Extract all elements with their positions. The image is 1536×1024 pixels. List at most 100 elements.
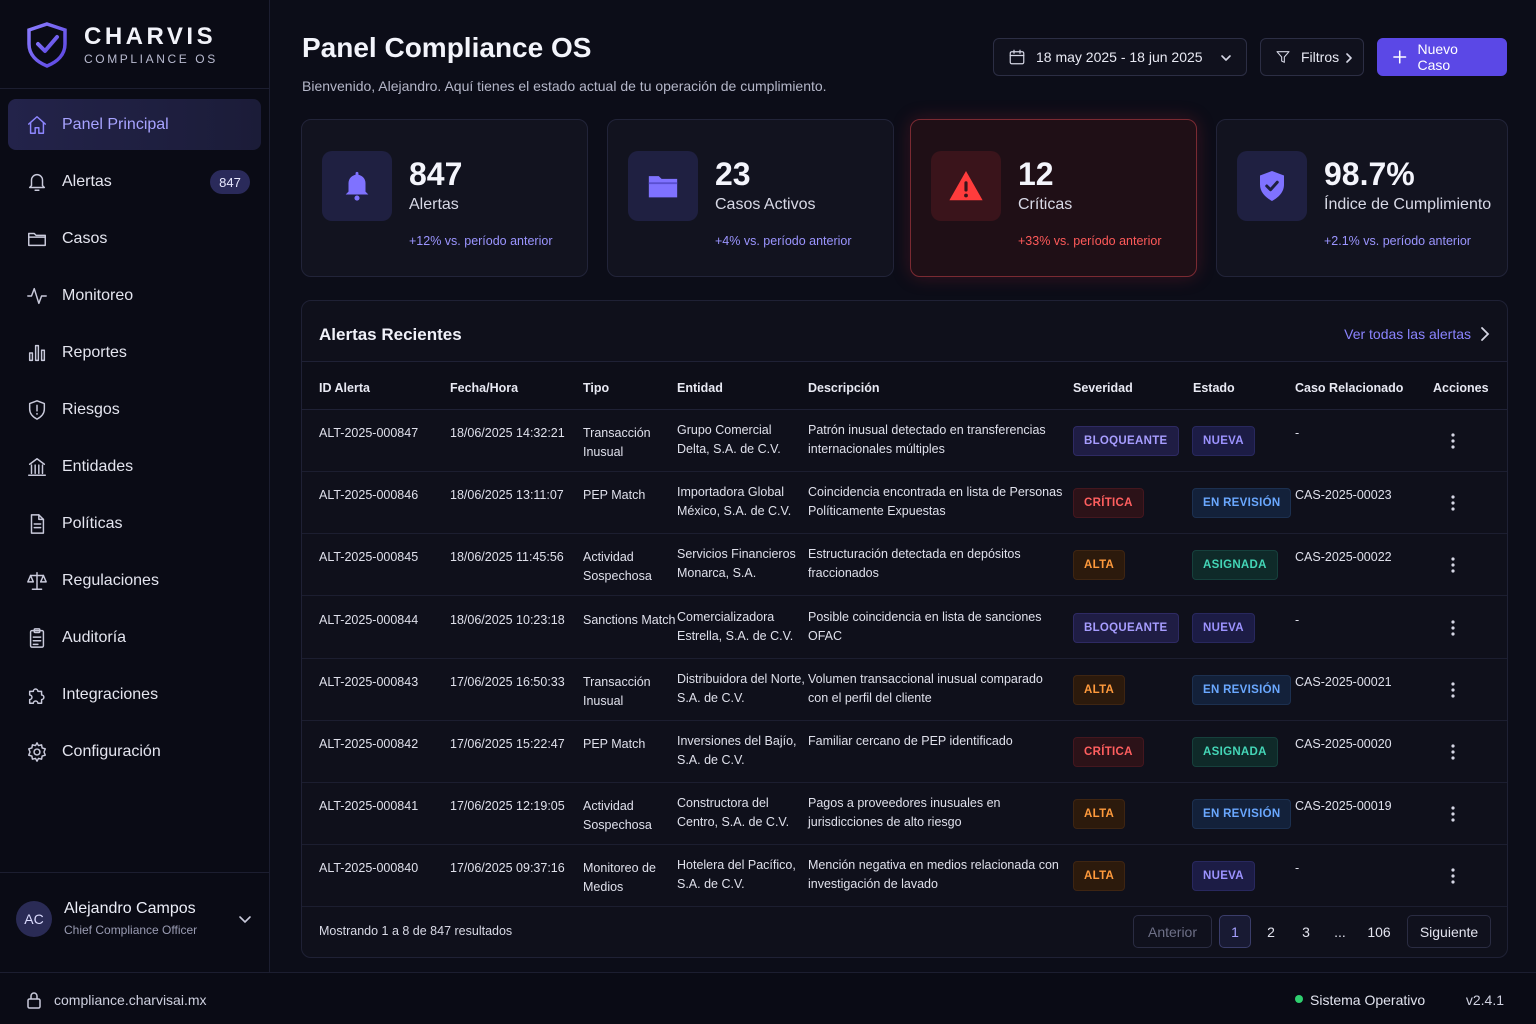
- related-case[interactable]: CAS-2025-00020: [1295, 737, 1392, 751]
- sidebar-item-reportes[interactable]: Reportes: [8, 327, 261, 378]
- stat-card-criticas[interactable]: 12 Críticas +33% vs. período anterior: [910, 119, 1197, 277]
- more-vertical-icon[interactable]: [1441, 681, 1465, 699]
- table-row[interactable]: ALT-2025-000846 18/06/2025 13:11:07 PEP Ma…: [302, 472, 1507, 535]
- stat-icon-wrap: [1237, 151, 1307, 221]
- view-all-alerts-link[interactable]: Ver todas las alertas: [1344, 326, 1471, 342]
- sidebar-item-label: Configuración: [62, 742, 161, 760]
- table-row[interactable]: ALT-2025-000845 18/06/2025 11:45:56 Activi…: [302, 534, 1507, 597]
- column-header[interactable]: Fecha/Hora: [450, 381, 519, 395]
- status-badge: NUEVA: [1192, 612, 1255, 643]
- more-vertical-icon[interactable]: [1441, 805, 1465, 823]
- severity-badge: CRÍTICA: [1073, 488, 1144, 519]
- date-range-picker[interactable]: 18 may 2025 - 18 jun 2025: [993, 38, 1247, 76]
- alert-id[interactable]: ALT-2025-000845: [319, 550, 419, 565]
- sidebar-item-label: Políticas: [62, 514, 123, 532]
- related-case[interactable]: -: [1295, 612, 1300, 627]
- sidebar-item-configuracion[interactable]: Configuración: [8, 726, 261, 777]
- alert-entity: Grupo Comercial Delta, S.A. de C.V.: [677, 423, 781, 456]
- sidebar-item-casos[interactable]: Casos: [8, 213, 261, 264]
- more-vertical-icon[interactable]: [1441, 867, 1465, 885]
- filters-button[interactable]: Filtros: [1260, 38, 1364, 76]
- more-vertical-icon[interactable]: [1441, 432, 1465, 450]
- plus-icon: [1393, 50, 1407, 64]
- shield-check-icon: [1260, 171, 1284, 201]
- domain-label: compliance.charvisai.mx: [54, 992, 207, 1008]
- column-header[interactable]: Severidad: [1073, 381, 1133, 395]
- new-case-button[interactable]: Nuevo Caso: [1377, 38, 1507, 76]
- column-header[interactable]: Estado: [1193, 381, 1235, 395]
- column-header[interactable]: Caso Relacionado: [1295, 381, 1404, 395]
- pagination-page-106[interactable]: 106: [1367, 923, 1391, 940]
- severity-badge: BLOQUEANTE: [1073, 426, 1179, 456]
- status-badge: NUEVA: [1192, 861, 1255, 892]
- related-case[interactable]: -: [1295, 861, 1300, 876]
- bar-chart-icon: [28, 344, 46, 361]
- brand-logo[interactable]: CHARVIS COMPLIANCE OS: [26, 22, 218, 68]
- more-vertical-icon[interactable]: [1441, 494, 1465, 512]
- alert-description: Volumen transaccional inusual comparado …: [808, 671, 1043, 705]
- alert-id[interactable]: ALT-2025-000846: [319, 488, 419, 503]
- related-case[interactable]: CAS-2025-00019: [1295, 799, 1392, 814]
- sidebar-item-panel-principal[interactable]: Panel Principal: [8, 99, 261, 150]
- table-row[interactable]: ALT-2025-000840 17/06/2025 09:37:16 Monito…: [302, 845, 1507, 908]
- sidebar-nav: Panel Principal Alertas 847 Casos Monito…: [8, 99, 261, 783]
- chevron-down-icon[interactable]: [238, 912, 252, 926]
- alert-type: PEP Match: [583, 488, 646, 503]
- alert-description: Estructuración detectada en depósitos fr…: [808, 547, 1021, 581]
- alert-id[interactable]: ALT-2025-000847: [319, 426, 419, 440]
- more-vertical-icon[interactable]: [1441, 556, 1465, 574]
- sidebar-item-auditoria[interactable]: Auditoría: [8, 612, 261, 663]
- card-title: Alertas Recientes: [319, 325, 462, 344]
- sidebar-item-entidades[interactable]: Entidades: [8, 441, 261, 492]
- stat-card-alertas[interactable]: 847 Alertas +12% vs. período anterior: [301, 119, 588, 277]
- pagination-page-3[interactable]: 3: [1302, 923, 1310, 940]
- sidebar-item-politicas[interactable]: Políticas: [8, 498, 261, 549]
- related-case[interactable]: CAS-2025-00022: [1295, 550, 1392, 565]
- user-menu[interactable]: AC Alejandro Campos Chief Compliance Off…: [16, 900, 256, 937]
- column-header[interactable]: ID Alerta: [319, 381, 370, 395]
- sidebar-item-alertas[interactable]: Alertas 847: [8, 156, 261, 207]
- avatar: AC: [16, 900, 52, 937]
- table-row[interactable]: ALT-2025-000843 17/06/2025 16:50:33 Transa…: [302, 659, 1507, 721]
- sidebar-item-label: Riesgos: [62, 400, 120, 418]
- chevron-right-icon[interactable]: [1479, 326, 1491, 342]
- sidebar-item-regulaciones[interactable]: Regulaciones: [8, 555, 261, 606]
- alert-id[interactable]: ALT-2025-000843: [319, 674, 419, 689]
- alert-id[interactable]: ALT-2025-000844: [319, 612, 419, 627]
- alert-id[interactable]: ALT-2025-000841: [319, 799, 419, 814]
- stat-card-cumplimiento[interactable]: 98.7% Índice de Cumplimiento +2.1% vs. p…: [1216, 119, 1508, 277]
- table-row[interactable]: ALT-2025-000842 17/06/2025 15:22:47 PEP Ma…: [302, 721, 1507, 783]
- stat-delta: +4% vs. período anterior: [715, 234, 852, 248]
- alert-id[interactable]: ALT-2025-000842: [319, 737, 419, 751]
- stat-card-casos[interactable]: 23 Casos Activos +4% vs. período anterio…: [607, 119, 894, 277]
- related-case[interactable]: CAS-2025-00023: [1295, 488, 1392, 503]
- more-vertical-icon[interactable]: [1441, 619, 1465, 637]
- brand-subtitle: COMPLIANCE OS: [84, 52, 218, 66]
- pagination-page-2[interactable]: 2: [1267, 923, 1275, 940]
- related-case[interactable]: -: [1295, 426, 1300, 440]
- sidebar-item-riesgos[interactable]: Riesgos: [8, 384, 261, 435]
- related-case[interactable]: CAS-2025-00021: [1295, 674, 1392, 689]
- sidebar-item-integraciones[interactable]: Integraciones: [8, 669, 261, 720]
- table-row[interactable]: ALT-2025-000847 18/06/2025 14:32:21 Transa…: [302, 410, 1507, 472]
- severity-badge: BLOQUEANTE: [1073, 612, 1179, 643]
- pagination-prev-button[interactable]: Anterior: [1133, 915, 1212, 948]
- clipboard-icon: [29, 627, 45, 648]
- pagination-next-button[interactable]: Siguiente: [1407, 915, 1491, 948]
- sidebar-item-monitoreo[interactable]: Monitoreo: [8, 270, 261, 321]
- user-role: Chief Compliance Officer: [64, 923, 198, 937]
- column-header[interactable]: Tipo: [583, 381, 610, 395]
- alert-id[interactable]: ALT-2025-000840: [319, 861, 419, 876]
- pagination-page-1[interactable]: 1: [1219, 915, 1251, 948]
- filters-label: Filtros: [1301, 49, 1340, 65]
- more-vertical-icon[interactable]: [1441, 743, 1465, 761]
- table-row[interactable]: ALT-2025-000841 17/06/2025 12:19:05 Activi…: [302, 783, 1507, 846]
- table-row[interactable]: ALT-2025-000844 18/06/2025 10:23:18 Sancti…: [302, 597, 1507, 659]
- stat-icon-wrap: [322, 151, 392, 221]
- system-status-label: Sistema Operativo: [1310, 992, 1426, 1008]
- alerts-count-badge: 847: [210, 170, 250, 194]
- column-header[interactable]: Entidad: [677, 381, 723, 395]
- calendar-icon: [1009, 49, 1025, 65]
- column-header[interactable]: Descripción: [808, 381, 880, 395]
- building-icon: [28, 457, 46, 476]
